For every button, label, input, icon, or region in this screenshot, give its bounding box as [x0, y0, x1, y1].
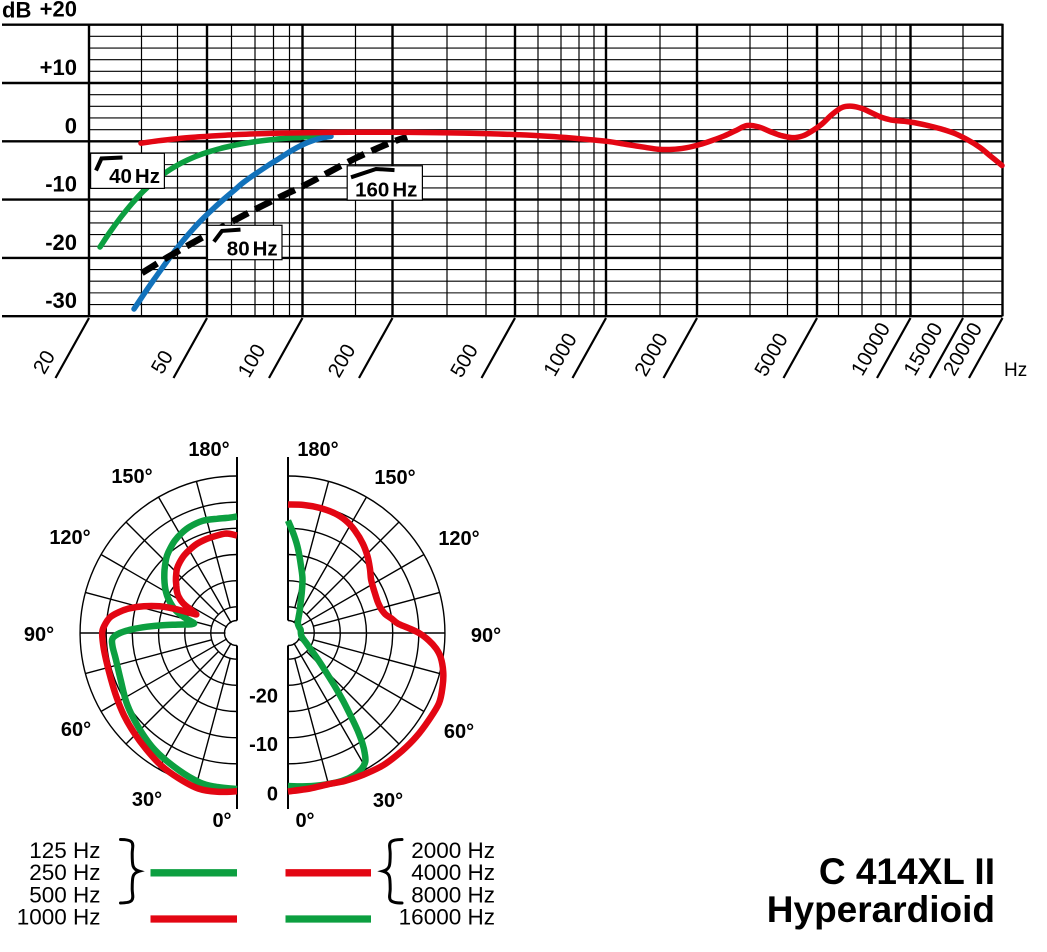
svg-text:+10: +10: [40, 55, 77, 80]
svg-text:30°: 30°: [132, 789, 162, 811]
svg-text:180°: 180°: [188, 439, 229, 461]
svg-text:125 Hz: 125 Hz: [29, 838, 100, 863]
svg-text:500 Hz: 500 Hz: [29, 882, 100, 907]
svg-text:120°: 120°: [49, 527, 90, 549]
svg-text:C 414XL II: C 414XL II: [819, 851, 995, 892]
svg-text:90°: 90°: [24, 624, 54, 646]
svg-text:Hyperardioid: Hyperardioid: [767, 889, 995, 930]
svg-text:8000 Hz: 8000 Hz: [411, 882, 495, 907]
svg-text:0: 0: [267, 784, 278, 806]
svg-text:-10: -10: [45, 172, 77, 197]
svg-text:+20: +20: [40, 0, 77, 22]
svg-text:30°: 30°: [373, 790, 403, 812]
svg-text:-20: -20: [45, 230, 77, 255]
svg-text:250 Hz: 250 Hz: [29, 860, 100, 885]
svg-text:0°: 0°: [212, 810, 231, 832]
svg-text:150°: 150°: [111, 466, 152, 488]
svg-text:4000 Hz: 4000 Hz: [411, 860, 495, 885]
svg-text:16000 Hz: 16000 Hz: [399, 904, 495, 929]
svg-text:0°: 0°: [295, 810, 314, 832]
svg-text:-30: -30: [45, 288, 77, 313]
svg-text:Hz: Hz: [1004, 360, 1027, 381]
svg-text:150°: 150°: [374, 467, 415, 489]
svg-text:180°: 180°: [297, 439, 338, 461]
svg-text:dB: dB: [2, 0, 31, 23]
svg-text:90°: 90°: [471, 625, 501, 647]
svg-text:0: 0: [65, 113, 77, 138]
svg-text:2000 Hz: 2000 Hz: [411, 838, 495, 863]
svg-text:1000 Hz: 1000 Hz: [17, 904, 101, 929]
svg-text:120°: 120°: [438, 528, 479, 550]
svg-text:60°: 60°: [61, 719, 91, 741]
svg-text:-10: -10: [249, 734, 278, 756]
svg-text:60°: 60°: [444, 721, 474, 743]
svg-text:-20: -20: [249, 686, 278, 708]
